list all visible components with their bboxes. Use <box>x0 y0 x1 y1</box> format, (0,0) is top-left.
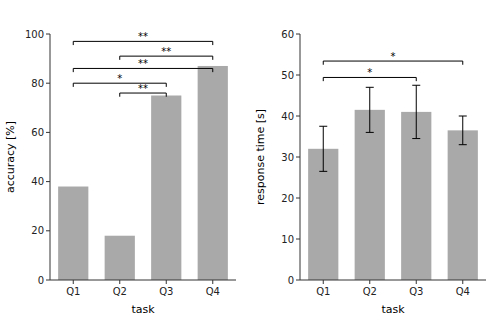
y-tick-label: 100 <box>25 29 44 40</box>
bar <box>198 66 228 280</box>
x-tick <box>166 280 167 284</box>
error-bar <box>319 126 327 171</box>
y-tick-label: 60 <box>281 29 294 40</box>
x-tick-label: Q3 <box>159 286 173 297</box>
y-tick-label: 0 <box>38 275 44 286</box>
y-tick <box>46 230 50 231</box>
significance-label: ** <box>138 58 148 69</box>
x-tick <box>119 280 120 284</box>
x-tick-label: Q2 <box>363 286 377 297</box>
significance-label: ** <box>161 46 171 57</box>
y-tick <box>46 280 50 281</box>
x-axis-label: task <box>381 303 405 316</box>
significance-label: * <box>367 67 372 78</box>
x-tick <box>369 280 370 284</box>
y-axis-label: accuracy [%] <box>4 121 17 193</box>
x-axis-label: task <box>131 303 155 316</box>
bars <box>58 66 228 280</box>
bar <box>151 96 181 281</box>
significance-label: ** <box>138 31 148 42</box>
x-axis-line <box>300 280 486 281</box>
error-bar <box>366 87 374 132</box>
y-tick-label: 50 <box>281 70 294 81</box>
x-tick-label: Q1 <box>66 286 80 297</box>
significance-label: ** <box>138 83 148 94</box>
error-bar <box>412 85 420 138</box>
y-axis-line <box>50 34 51 280</box>
y-tick <box>296 157 300 158</box>
x-axis-line <box>50 280 236 281</box>
y-tick <box>296 34 300 35</box>
x-tick-label: Q3 <box>409 286 423 297</box>
y-axis-label: response time [s] <box>254 109 267 205</box>
x-tick-label: Q4 <box>456 286 470 297</box>
chart: 020406080100Q1Q2Q3Q4taskaccuracy [%]****… <box>0 0 500 324</box>
bar <box>355 110 385 280</box>
y-tick <box>46 132 50 133</box>
significance-label: * <box>117 73 122 84</box>
y-tick <box>296 116 300 117</box>
y-tick-label: 40 <box>281 111 294 122</box>
y-tick-label: 30 <box>281 152 294 163</box>
y-tick <box>46 34 50 35</box>
y-tick <box>296 280 300 281</box>
panel: 020406080100Q1Q2Q3Q4taskaccuracy [%]****… <box>4 29 236 317</box>
bar <box>105 236 135 280</box>
y-tick-label: 20 <box>281 193 294 204</box>
y-tick-label: 10 <box>281 234 294 245</box>
x-tick <box>73 280 74 284</box>
bar <box>448 130 478 280</box>
x-tick <box>416 280 417 284</box>
y-tick-label: 80 <box>31 78 44 89</box>
y-tick <box>296 75 300 76</box>
y-tick-label: 20 <box>31 225 44 236</box>
x-tick-label: Q1 <box>316 286 330 297</box>
error-bar <box>459 116 467 145</box>
x-tick <box>323 280 324 284</box>
y-tick-label: 0 <box>288 275 294 286</box>
bars <box>308 85 478 280</box>
x-tick-label: Q4 <box>206 286 220 297</box>
y-tick <box>46 181 50 182</box>
y-tick-label: 60 <box>31 127 44 138</box>
y-tick-label: 40 <box>31 176 44 187</box>
x-tick <box>462 280 463 284</box>
y-tick <box>296 239 300 240</box>
y-tick <box>46 83 50 84</box>
y-tick <box>296 198 300 199</box>
x-tick-label: Q2 <box>113 286 127 297</box>
panel: 0 10 20 30 40 50 60 Q1 Q2 Q3 Q4 task response time [… <box>254 29 486 317</box>
bar <box>58 187 88 280</box>
significance-label: * <box>391 51 396 62</box>
x-tick <box>212 280 213 284</box>
